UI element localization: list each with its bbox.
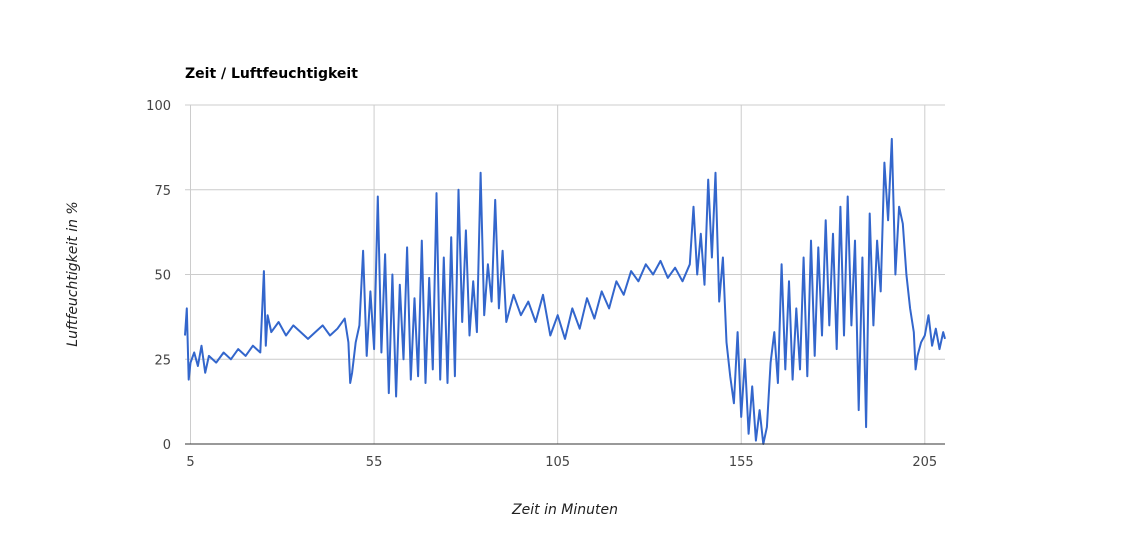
x-axis-ticks: 5 55 105 155 205 bbox=[186, 455, 937, 470]
y-axis-label: Luftfeuchtigkeit in % bbox=[65, 201, 81, 346]
y-tick-label: 0 bbox=[163, 438, 171, 453]
x-axis-label: Zeit in Minuten bbox=[511, 502, 618, 518]
x-tick-label: 55 bbox=[366, 455, 383, 470]
y-axis-ticks: 0 25 50 75 100 bbox=[146, 99, 171, 453]
series-line-humidity bbox=[184, 137, 946, 445]
y-tick-label: 100 bbox=[146, 99, 171, 114]
y-tick-label: 75 bbox=[154, 184, 171, 199]
y-tick-label: 25 bbox=[154, 353, 171, 368]
x-tick-label: 205 bbox=[912, 455, 937, 470]
x-tick-label: 5 bbox=[186, 455, 194, 470]
x-tick-label: 105 bbox=[545, 455, 570, 470]
x-tick-label: 155 bbox=[729, 455, 754, 470]
chart-title: Zeit / Luftfeuchtigkeit bbox=[185, 66, 358, 82]
y-tick-label: 50 bbox=[154, 269, 171, 284]
series-layer bbox=[184, 137, 946, 445]
grid-lines bbox=[185, 104, 945, 444]
